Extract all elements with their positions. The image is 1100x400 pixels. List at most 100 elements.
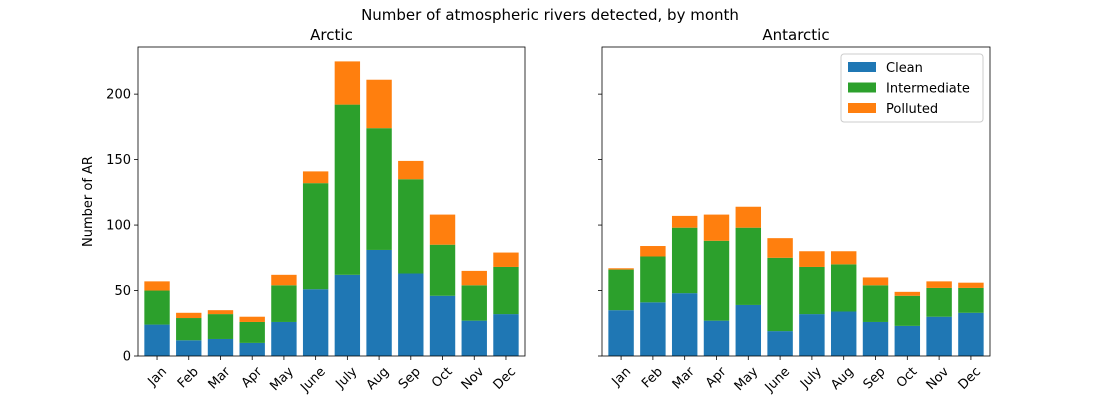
arctic-x-tick-label: Sep: [396, 364, 424, 392]
legend-label-clean: Clean: [886, 61, 923, 76]
antarctic-bar-aug-clean: [830, 311, 857, 356]
arctic-bar-mar-polluted: [207, 310, 234, 315]
antarctic-bar-sep-intermediate: [862, 285, 889, 322]
antarctic-x-tick-label: Aug: [828, 364, 857, 393]
antarctic-bar-mar-intermediate: [671, 227, 698, 294]
arctic-x-tick-label: June: [297, 364, 328, 395]
arctic-bar-sep-clean: [398, 273, 424, 356]
antarctic-bar-jan-clean: [608, 310, 634, 356]
arctic-bar-may-clean: [271, 321, 297, 356]
arctic-bar-jan-polluted: [144, 281, 170, 291]
legend-swatch-clean: [848, 62, 876, 72]
antarctic-bar-may-clean: [735, 304, 762, 356]
antarctic-bar-dec-polluted: [958, 282, 984, 288]
arctic-x-tick-label: Aug: [364, 364, 393, 393]
arctic-bar-sep-intermediate: [398, 179, 424, 274]
antarctic-bar-july-polluted: [799, 251, 825, 267]
legend-swatch-polluted: [848, 103, 876, 113]
antarctic-bar-dec-intermediate: [958, 287, 984, 313]
antarctic-x-tick-label: Nov: [924, 364, 953, 393]
arctic-x-tick-label: July: [333, 364, 361, 392]
arctic-bar-jan-clean: [144, 324, 170, 356]
arctic-x-tick-label: Apr: [239, 364, 266, 391]
arctic-y-axis-label: Number of AR: [81, 156, 96, 247]
antarctic-bar-jan-intermediate: [608, 269, 634, 311]
arctic-bar-sep-polluted: [398, 160, 424, 180]
antarctic-bar-nov-intermediate: [926, 287, 952, 317]
antarctic-bar-july-intermediate: [799, 266, 825, 315]
arctic-panel: Jan Feb Mar Apr May June July Aug Sep Oct Nov Dec 0 5…: [81, 26, 526, 396]
arctic-y-tick-label: 0: [123, 350, 131, 365]
arctic-bar-aug-clean: [366, 249, 392, 356]
antarctic-bar-sep-clean: [862, 321, 889, 356]
antarctic-axes-frame: [601, 46, 991, 357]
antarctic-bar-june-polluted: [767, 238, 793, 258]
arctic-x-tick-label: Nov: [459, 364, 488, 393]
antarctic-bar-apr-intermediate: [703, 240, 730, 321]
arctic-y-tick-label: 50: [114, 284, 131, 299]
antarctic-bar-mar-clean: [671, 293, 698, 356]
arctic-y-tick-label: 150: [106, 153, 131, 168]
antarctic-bar-aug-polluted: [830, 251, 857, 265]
legend-label-polluted: Polluted: [886, 102, 938, 117]
arctic-x-tick-label: Jan: [145, 364, 170, 389]
antarctic-x-tick-label: Oct: [894, 364, 921, 391]
arctic-bar-dec-intermediate: [493, 266, 519, 315]
antarctic-x-tick-label: Jan: [609, 364, 634, 389]
arctic-bar-oct-polluted: [429, 214, 456, 245]
arctic-bar-mar-clean: [207, 338, 234, 356]
antarctic-bar-nov-polluted: [926, 281, 952, 288]
legend-swatch-intermediate: [848, 82, 876, 93]
arctic-bar-may-intermediate: [271, 285, 297, 322]
antarctic-bar-may-intermediate: [735, 227, 762, 305]
antarctic-bar-oct-clean: [894, 325, 921, 356]
antarctic-bar-sep-polluted: [862, 277, 889, 286]
arctic-bar-nov-clean: [461, 320, 487, 356]
arctic-bar-nov-polluted: [461, 270, 487, 286]
arctic-bar-oct-intermediate: [429, 244, 456, 296]
arctic-title: Arctic: [310, 26, 353, 44]
arctic-bar-aug-polluted: [366, 79, 392, 129]
arctic-bar-july-intermediate: [334, 104, 361, 275]
arctic-bar-apr-clean: [239, 342, 265, 356]
arctic-bar-july-polluted: [334, 61, 361, 105]
antarctic-x-tick-label: Dec: [956, 364, 984, 392]
antarctic-title: Antarctic: [762, 26, 829, 44]
antarctic-bar-feb-polluted: [640, 246, 666, 257]
antarctic-bar-apr-polluted: [703, 214, 730, 241]
antarctic-x-tick-label: Sep: [861, 364, 889, 392]
antarctic-bar-oct-intermediate: [894, 295, 921, 326]
arctic-bar-aug-intermediate: [366, 128, 392, 250]
antarctic-panel: Jan Feb Mar Apr May June July Aug Sep Oct Nov Dec An…: [598, 26, 991, 396]
arctic-bar-june-clean: [302, 289, 329, 356]
legend-label-intermediate: Intermediate: [886, 82, 970, 97]
arctic-axes-frame: [137, 46, 526, 357]
antarctic-x-tick-label: Mar: [670, 364, 698, 392]
arctic-bar-feb-polluted: [176, 312, 202, 319]
arctic-bar-dec-clean: [493, 314, 519, 356]
antarctic-bar-may-polluted: [735, 206, 762, 228]
antarctic-x-tick-label: Feb: [639, 364, 666, 391]
arctic-bar-mar-intermediate: [207, 314, 234, 339]
antarctic-bar-july-clean: [799, 314, 825, 356]
arctic-y-tick-label: 100: [106, 219, 131, 234]
antarctic-bar-jan-polluted: [608, 268, 634, 270]
antarctic-bar-dec-clean: [958, 312, 984, 356]
arctic-bar-apr-polluted: [239, 316, 265, 322]
antarctic-bar-feb-intermediate: [640, 256, 666, 303]
arctic-y-tick-label: 200: [106, 88, 131, 103]
antarctic-bar-june-clean: [767, 331, 793, 356]
antarctic-bar-feb-clean: [640, 302, 666, 356]
antarctic-bar-aug-intermediate: [830, 264, 857, 312]
arctic-x-tick-label: Mar: [206, 364, 234, 392]
arctic-x-tick-label: Oct: [429, 364, 456, 391]
antarctic-bar-mar-polluted: [671, 215, 698, 228]
antarctic-bar-june-intermediate: [767, 257, 793, 332]
antarctic-x-tick-label: July: [797, 364, 825, 392]
antarctic-legend: Clean Intermediate Polluted: [840, 53, 984, 123]
arctic-bar-may-polluted: [271, 274, 297, 286]
antarctic-x-tick-label: May: [732, 364, 762, 394]
antarctic-x-tick-label: June: [762, 364, 793, 395]
antarctic-x-tick-label: Apr: [703, 364, 730, 391]
